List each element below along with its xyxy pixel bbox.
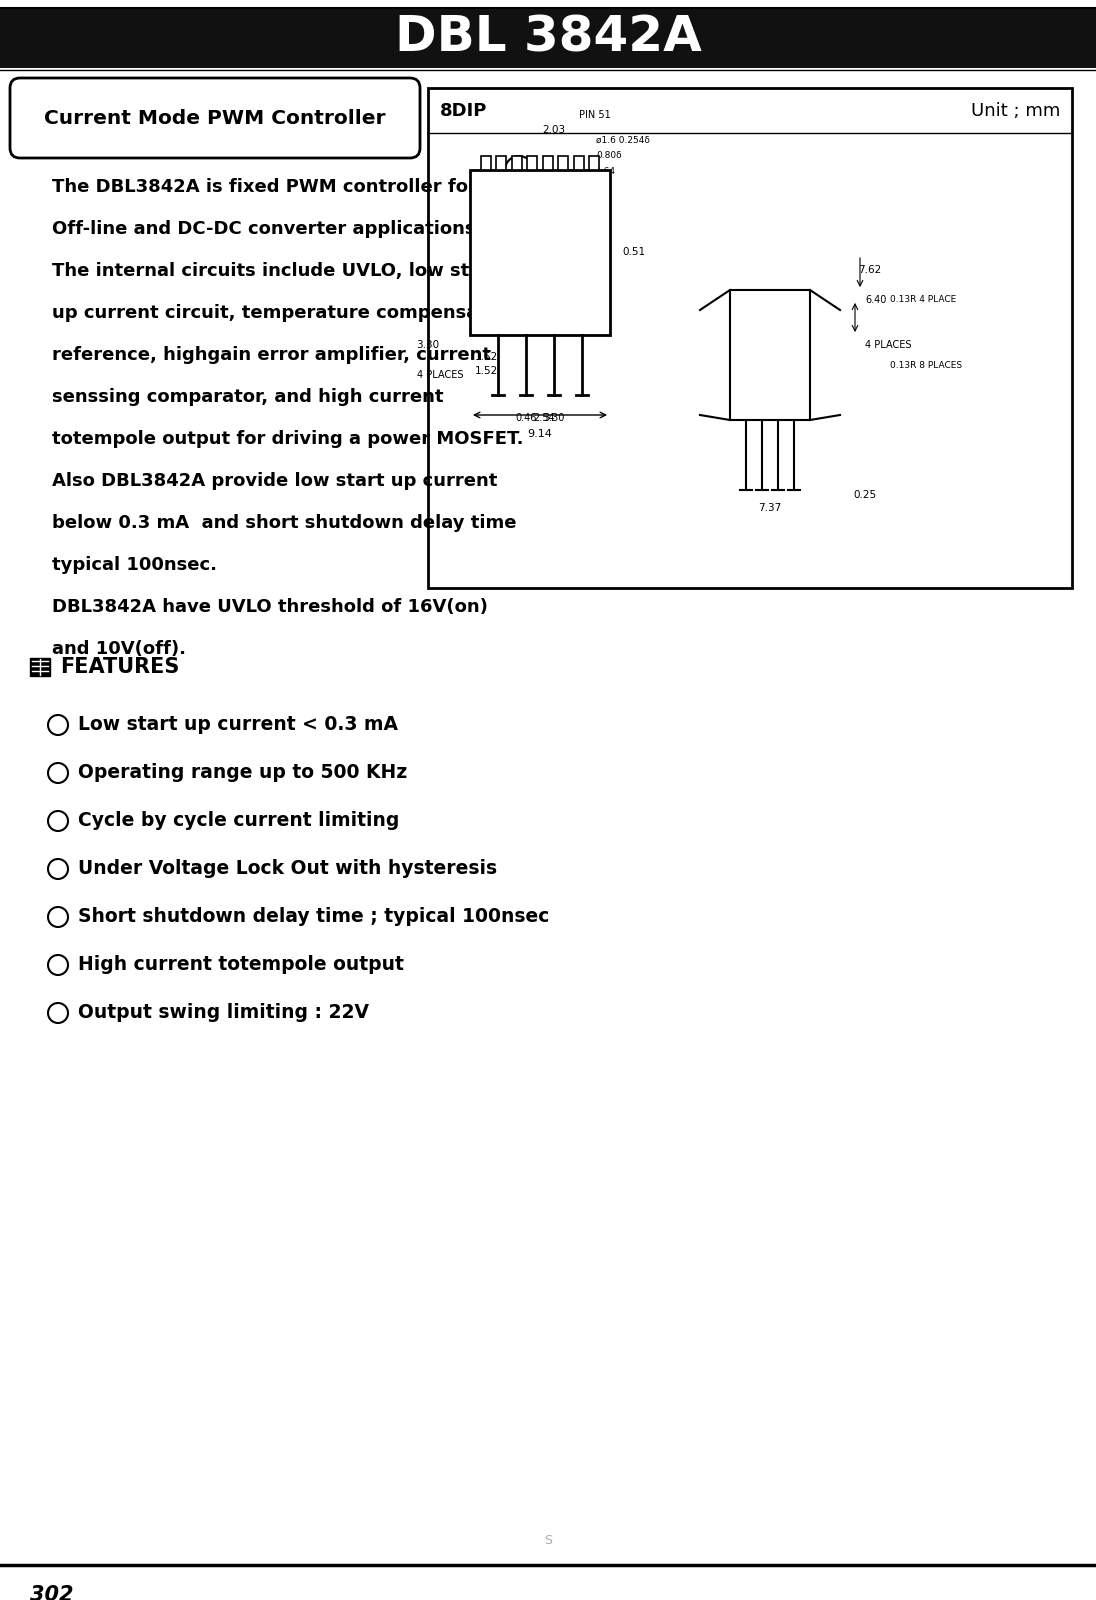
Text: 1.52: 1.52 [475, 352, 498, 362]
Text: FEATURES: FEATURES [60, 658, 180, 677]
Bar [543, 157, 552, 170]
Text: S: S [544, 1533, 552, 1547]
Text: below 0.3 mA  and short shutdown delay time: below 0.3 mA and short shutdown delay ti… [52, 514, 516, 531]
Circle shape [48, 763, 68, 782]
Text: 6.40: 6.40 [865, 294, 887, 306]
Text: 1.52: 1.52 [475, 366, 498, 376]
Text: 0.13R 4 PLACE: 0.13R 4 PLACE [890, 296, 956, 304]
Text: 2.54: 2.54 [533, 413, 555, 422]
Text: totempole output for driving a power MOSFET.: totempole output for driving a power MOS… [52, 430, 524, 448]
Text: 7.37: 7.37 [758, 502, 781, 514]
Text: PIN 51: PIN 51 [579, 110, 610, 120]
Text: typical 100nsec.: typical 100nsec. [52, 557, 217, 574]
Text: Operating range up to 500 KHz: Operating range up to 500 KHz [78, 763, 408, 782]
Text: 0.13R 8 PLACES: 0.13R 8 PLACES [890, 360, 962, 370]
Circle shape [48, 715, 68, 734]
Text: 0.80δ: 0.80δ [596, 150, 621, 160]
Text: Cycle by cycle current limiting: Cycle by cycle current limiting [78, 811, 399, 830]
Circle shape [48, 907, 68, 926]
Text: DBL3842A have UVLO threshold of 16V(on): DBL3842A have UVLO threshold of 16V(on) [52, 598, 488, 616]
Bar [480, 157, 491, 170]
Text: and 10V(off).: and 10V(off). [52, 640, 186, 658]
Text: Also DBL3842A provide low start up current: Also DBL3842A provide low start up curre… [52, 472, 498, 490]
Circle shape [48, 859, 68, 878]
Text: 1.64: 1.64 [596, 168, 616, 176]
Text: Low start up current < 0.3 mA: Low start up current < 0.3 mA [78, 715, 398, 734]
Bar [512, 157, 522, 170]
Bar [470, 170, 610, 334]
Bar [574, 157, 584, 170]
Text: up current circuit, temperature compensated: up current circuit, temperature compensa… [52, 304, 512, 322]
Bar [0, 8, 1096, 67]
Text: 3.30: 3.30 [416, 341, 439, 350]
Bar [527, 157, 537, 170]
Text: 0.46: 0.46 [515, 413, 537, 422]
Text: 9.14: 9.14 [527, 429, 552, 438]
Text: High current totempole output: High current totempole output [78, 955, 403, 974]
Circle shape [48, 811, 68, 830]
Text: The internal circuits include UVLO, low start: The internal circuits include UVLO, low … [52, 262, 499, 280]
Text: 4 PLACES: 4 PLACES [416, 370, 464, 379]
Text: Unit ; mm: Unit ; mm [971, 102, 1060, 120]
Text: DBL 3842A: DBL 3842A [395, 14, 701, 62]
Text: 7.62: 7.62 [858, 266, 881, 275]
Bar [496, 157, 506, 170]
Bar [429, 88, 1072, 587]
Text: Off-line and DC-DC converter applications.: Off-line and DC-DC converter application… [52, 219, 482, 238]
Text: senssing comparator, and high current: senssing comparator, and high current [52, 387, 444, 406]
FancyBboxPatch shape [10, 78, 420, 158]
Bar [30, 658, 50, 675]
Text: ø1.6 0.254δ: ø1.6 0.254δ [596, 136, 650, 144]
Text: Current Mode PWM Controller: Current Mode PWM Controller [44, 109, 386, 128]
Bar [730, 290, 810, 419]
Text: 2.03: 2.03 [543, 125, 566, 134]
Text: Short shutdown delay time ; typical 100nsec: Short shutdown delay time ; typical 100n… [78, 907, 549, 926]
Text: 302: 302 [30, 1586, 73, 1600]
Text: 0.25: 0.25 [854, 490, 877, 499]
Text: reference, highgain error amplifier, current: reference, highgain error amplifier, cur… [52, 346, 491, 365]
Bar [590, 157, 600, 170]
Text: The DBL3842A is fixed PWM controller for: The DBL3842A is fixed PWM controller for [52, 178, 477, 195]
Text: 0.51: 0.51 [623, 246, 646, 258]
Bar [558, 157, 569, 170]
Circle shape [48, 1003, 68, 1022]
Text: Under Voltage Lock Out with hysteresis: Under Voltage Lock Out with hysteresis [78, 859, 498, 878]
Circle shape [48, 955, 68, 974]
Text: 4 PLACES: 4 PLACES [865, 341, 912, 350]
Text: 8DIP: 8DIP [439, 102, 488, 120]
Text: 3.30: 3.30 [544, 413, 564, 422]
Text: Output swing limiting : 22V: Output swing limiting : 22V [78, 1003, 369, 1022]
